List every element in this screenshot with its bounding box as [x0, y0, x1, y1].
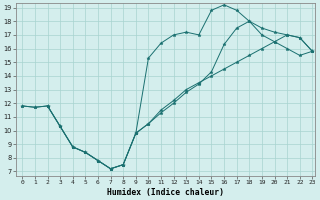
X-axis label: Humidex (Indice chaleur): Humidex (Indice chaleur) — [107, 188, 224, 197]
